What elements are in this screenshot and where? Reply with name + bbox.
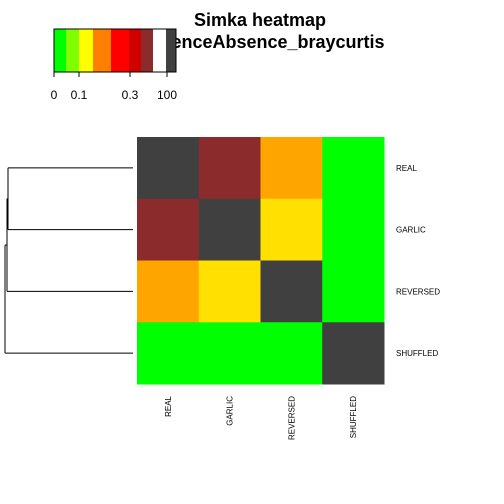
column-label: GARLIC	[226, 396, 235, 426]
heatmap-cell	[137, 137, 200, 200]
heatmap-cells	[137, 137, 385, 385]
row-label: REAL	[396, 164, 417, 173]
color-key-segment	[153, 29, 166, 72]
heatmap-cell	[198, 198, 261, 261]
column-label: SHUFFLED	[349, 396, 358, 438]
heatmap-cell	[137, 322, 200, 385]
color-key-tick-label: 100	[157, 88, 177, 102]
chart-subtitle: enceAbsence_braycurtis	[171, 32, 384, 52]
chart-title: Simka heatmap	[194, 10, 326, 30]
color-key-segment	[93, 29, 111, 72]
heatmap-cell	[137, 260, 200, 323]
heatmap-cell	[198, 260, 261, 323]
row-label: REVERSED	[396, 287, 440, 296]
heatmap-cell	[260, 198, 323, 261]
heatmap-cell	[260, 137, 323, 200]
color-key-segment	[166, 29, 176, 72]
heatmap-cell	[198, 137, 261, 200]
heatmap-cell	[322, 260, 385, 323]
row-dendrogram	[4, 167, 133, 354]
row-label: SHUFFLED	[396, 349, 438, 358]
color-key-segment	[79, 29, 93, 72]
column-label: REVERSED	[287, 396, 296, 440]
color-key-segment	[54, 29, 66, 72]
row-label: GARLIC	[396, 226, 426, 235]
heatmap-cell	[198, 322, 261, 385]
color-key: 0 0.1 0.3 100	[51, 28, 177, 102]
column-labels: REAL GARLIC REVERSED SHUFFLED	[164, 395, 358, 440]
color-key-segment	[66, 29, 79, 72]
heatmap-cell	[322, 322, 385, 385]
heatmap-cell	[322, 137, 385, 200]
heatmap-cell	[260, 260, 323, 323]
color-key-tick-label: 0.1	[71, 88, 88, 102]
heatmap-cell	[322, 198, 385, 261]
heatmap-cell	[137, 198, 200, 261]
column-label: REAL	[164, 395, 173, 416]
color-key-segment	[129, 29, 141, 72]
color-key-segment	[111, 29, 129, 72]
color-key-tick-label: 0	[51, 88, 58, 102]
row-labels: REAL GARLIC REVERSED SHUFFLED	[396, 164, 440, 358]
heatmap-cell	[260, 322, 323, 385]
color-key-tick-label: 0.3	[122, 88, 139, 102]
color-key-segment	[141, 29, 153, 72]
